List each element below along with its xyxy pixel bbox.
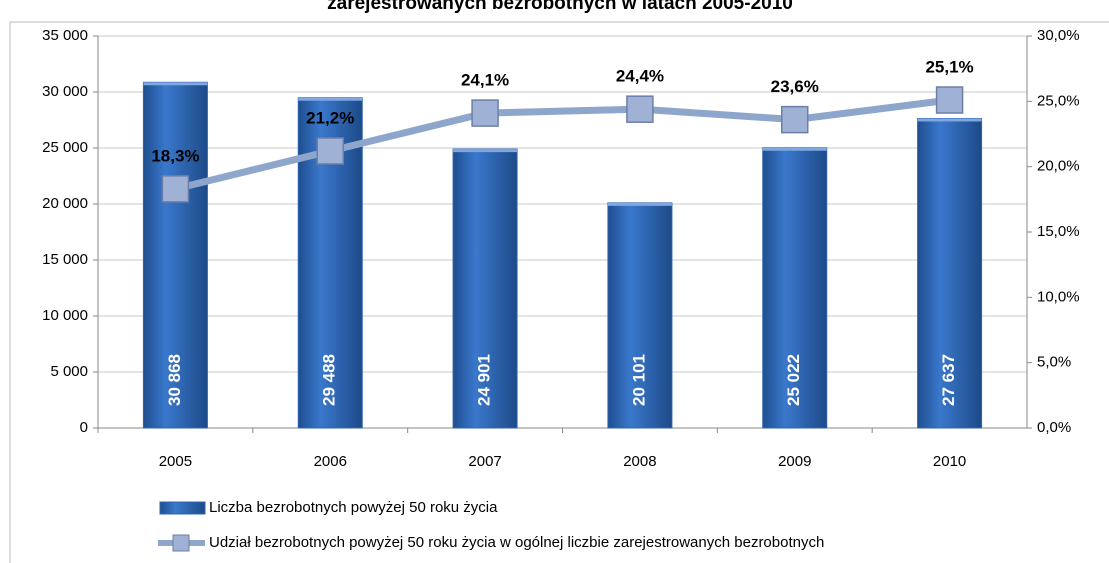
bar-top	[453, 149, 518, 153]
bar-value-label: 29 488	[320, 354, 339, 406]
y2-tick-label: 10,0%	[1037, 288, 1080, 305]
y-tick-label: 10 000	[42, 307, 88, 324]
bar-top	[143, 82, 208, 86]
x-tick-label: 2010	[933, 453, 966, 470]
line-marker	[781, 105, 809, 134]
line-marker	[626, 95, 654, 123]
y-tick-label: 5 000	[50, 363, 88, 380]
bar-value-label: 25 022	[784, 354, 803, 406]
line-value-label: 18,3%	[151, 146, 199, 165]
bar-top	[607, 202, 672, 206]
line-value-label: 24,4%	[616, 67, 664, 86]
line-marker	[935, 86, 964, 114]
bar-value-label: 30 868	[165, 354, 184, 406]
chart-title: zarejestrowanych bezrobotnych w latach 2…	[327, 0, 793, 14]
chart-frame	[9, 21, 1109, 563]
bar	[452, 148, 518, 429]
x-tick-label: 2009	[778, 453, 811, 470]
y-tick-label: 35 000	[42, 27, 88, 44]
line-value-label: 24,1%	[461, 71, 509, 90]
y-tick-label: 0	[80, 419, 88, 436]
y2-tick-label: 25,0%	[1037, 92, 1080, 109]
y-tick-label: 30 000	[42, 83, 88, 100]
bar-top	[762, 147, 827, 151]
bar	[917, 117, 983, 429]
y2-tick-label: 30,0%	[1037, 27, 1080, 44]
x-tick-label: 2005	[159, 453, 192, 470]
line-marker	[471, 99, 499, 127]
bar-value-label: 24 901	[475, 354, 494, 406]
line	[174, 96, 951, 193]
bar-value-label: 20 101	[629, 354, 648, 406]
bar	[607, 202, 673, 429]
y2-tick-label: 20,0%	[1037, 158, 1080, 175]
line-value-label: 21,2%	[306, 108, 354, 127]
line-value-label: 25,1%	[925, 58, 973, 77]
y-tick-label: 20 000	[42, 195, 88, 212]
line-marker	[316, 137, 344, 165]
x-tick-label: 2007	[468, 453, 501, 470]
bar	[762, 147, 828, 429]
line-value-label: 23,6%	[771, 77, 819, 96]
bar-top	[298, 97, 363, 101]
y2-tick-label: 0,0%	[1037, 419, 1071, 436]
legend-label: Udział bezrobotnych powyżej 50 roku życi…	[209, 534, 824, 551]
x-tick-label: 2006	[314, 453, 347, 470]
y-tick-label: 25 000	[42, 139, 88, 156]
bar-value-label: 27 637	[939, 354, 958, 406]
x-tick-label: 2008	[623, 453, 656, 470]
line-marker	[161, 175, 190, 203]
legend-label: Liczba bezrobotnych powyżej 50 roku życi…	[209, 499, 498, 516]
bar-top	[917, 118, 982, 122]
y2-tick-label: 5,0%	[1037, 354, 1071, 371]
legend-swatch	[159, 501, 206, 515]
y2-tick-label: 15,0%	[1037, 223, 1080, 240]
y-tick-label: 15 000	[42, 251, 88, 268]
legend-marker	[172, 534, 190, 552]
